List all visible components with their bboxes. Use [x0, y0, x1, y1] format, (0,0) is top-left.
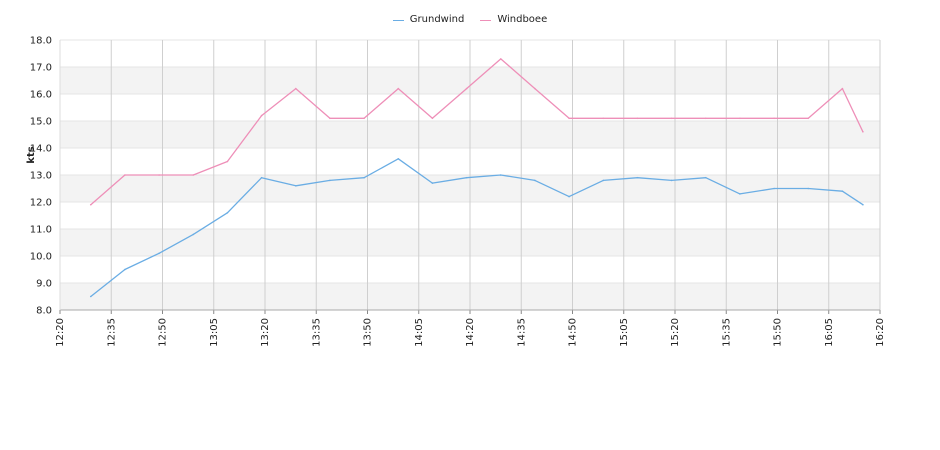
data-point	[807, 117, 810, 120]
data-point	[192, 233, 195, 236]
series-line-windboee	[90, 58, 864, 206]
y-tick-label: 14.0	[30, 144, 52, 155]
data-point	[397, 87, 400, 90]
data-point	[260, 176, 263, 179]
data-point	[260, 114, 263, 117]
x-tick-label: 16:20	[875, 318, 886, 347]
x-tick-label: 14:35	[516, 318, 527, 347]
y-tick-label: 12.0	[30, 198, 52, 209]
y-tick-label: 9.0	[36, 279, 52, 290]
y-tick-label: 15.0	[30, 117, 52, 128]
legend-label-grundwind: Grundwind	[409, 14, 465, 25]
legend-item-grundwind[interactable]: Grundwind	[392, 14, 465, 25]
legend-label-windboee: Windboee	[497, 14, 548, 25]
legend-item-windboee[interactable]: Windboee	[480, 14, 547, 25]
data-point	[534, 87, 536, 90]
legend-swatch-grundwind	[392, 19, 404, 21]
data-point	[568, 117, 570, 120]
x-tick-label: 15:20	[670, 318, 681, 347]
x-tick-label: 12:35	[106, 318, 117, 347]
y-tick-label: 18.0	[30, 36, 52, 47]
data-point	[431, 182, 434, 184]
data-point	[465, 176, 468, 179]
data-point	[739, 117, 741, 120]
data-point	[124, 268, 126, 271]
x-tick-label: 16:05	[824, 318, 835, 347]
data-point	[670, 179, 673, 182]
chart-legend: Grundwind Windboee	[0, 14, 940, 25]
y-tick-label: 17.0	[30, 63, 52, 74]
data-point	[739, 193, 741, 195]
data-point	[226, 160, 229, 163]
data-point	[636, 117, 639, 120]
data-point	[534, 179, 536, 182]
data-point	[226, 212, 229, 214]
x-tick-label: 14:05	[414, 318, 425, 347]
data-point	[807, 187, 810, 190]
data-point	[124, 174, 126, 176]
x-tick-label: 15:50	[773, 318, 784, 347]
data-point	[636, 176, 639, 179]
data-point	[499, 58, 502, 60]
data-point	[773, 187, 775, 190]
data-point	[704, 176, 707, 179]
data-point	[397, 158, 400, 160]
data-point	[602, 179, 605, 182]
x-tick-label: 13:20	[260, 318, 271, 347]
data-point	[670, 117, 673, 120]
data-point	[704, 117, 707, 120]
y-tick-label: 16.0	[30, 90, 52, 101]
y-tick-label: 10.0	[30, 252, 52, 263]
data-point	[89, 295, 92, 298]
data-point	[465, 87, 468, 90]
data-point	[158, 174, 160, 176]
x-tick-label: 14:20	[465, 318, 476, 347]
data-point	[329, 117, 331, 120]
data-point	[158, 252, 160, 255]
data-point	[329, 179, 331, 182]
y-axis-label: kts	[26, 146, 37, 163]
data-point	[841, 190, 844, 192]
legend-swatch-windboee	[480, 19, 492, 21]
data-point	[602, 117, 605, 120]
data-point	[862, 203, 864, 206]
data-point	[499, 174, 502, 176]
data-point	[294, 87, 297, 90]
y-tick-label: 13.0	[30, 171, 52, 182]
x-tick-label: 13:05	[209, 318, 220, 347]
x-tick-label: 15:35	[721, 318, 732, 347]
x-tick-label: 15:05	[619, 318, 630, 347]
data-point	[773, 117, 775, 120]
data-point	[294, 185, 297, 187]
data-point	[862, 131, 864, 133]
y-tick-label: 11.0	[30, 225, 52, 236]
x-tick-label: 12:50	[158, 318, 169, 347]
data-point	[89, 203, 92, 206]
data-point	[568, 195, 570, 198]
data-point	[841, 87, 844, 90]
x-tick-label: 13:50	[363, 318, 374, 347]
data-point	[363, 117, 365, 120]
data-point	[363, 176, 365, 179]
x-tick-label: 14:50	[568, 318, 579, 347]
x-tick-label: 13:35	[311, 318, 322, 347]
x-tick-label: 12:20	[55, 318, 66, 347]
data-point	[192, 174, 195, 176]
data-point	[431, 117, 434, 120]
series-line-grundwind	[90, 158, 864, 298]
y-tick-label: 8.0	[36, 306, 52, 317]
